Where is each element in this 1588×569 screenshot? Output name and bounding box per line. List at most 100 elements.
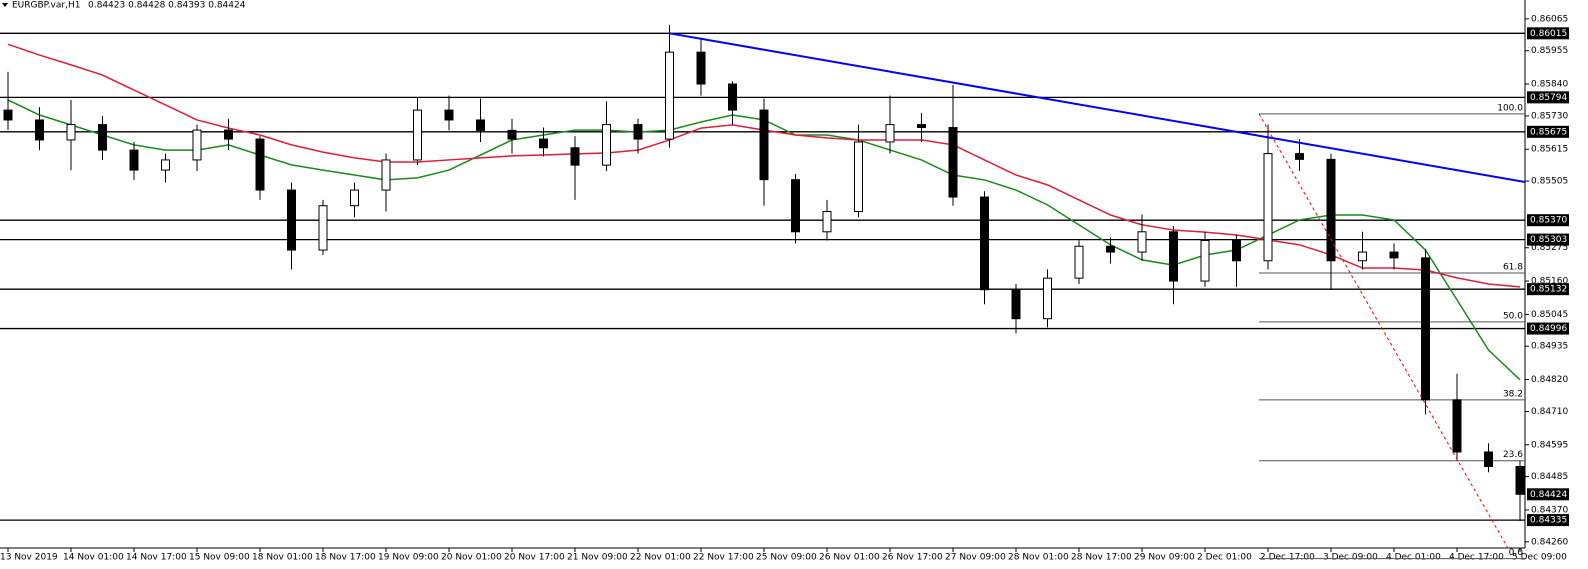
chart-title: EURGBP.var,H1 [12, 1, 80, 11]
level-label: 0.85132 [1530, 285, 1567, 295]
level-label: 0.84996 [1530, 324, 1567, 334]
candle-body [129, 149, 139, 171]
candle-body [1169, 231, 1178, 282]
candle-body [1106, 245, 1115, 253]
x-tick-label: 18 Nov 17:00 [315, 553, 376, 563]
x-tick-label: 2 Dec 01:00 [1197, 553, 1252, 563]
x-tick-label: 5 Dec 09:00 [1512, 553, 1567, 563]
candle-body [791, 179, 800, 233]
y-tick-label: 0.85840 [1531, 80, 1568, 90]
candle-body [1043, 277, 1052, 320]
current-price-box [1527, 488, 1569, 501]
candle-body [1484, 451, 1493, 467]
fib-label: 100.0 [1497, 103, 1523, 113]
candle-body [1074, 245, 1084, 279]
candle-body [1326, 158, 1336, 262]
y-tick-label: 0.84485 [1531, 472, 1568, 482]
candle-body [1263, 153, 1273, 262]
candle-body [633, 124, 643, 140]
candle-body [444, 109, 454, 121]
level-box [1527, 27, 1569, 40]
y-tick-label: 0.86065 [1531, 14, 1568, 24]
x-tick-label: 28 Nov 01:00 [1008, 553, 1069, 563]
level-label: 0.85794 [1530, 93, 1567, 103]
x-tick-label: 28 Nov 17:00 [1071, 553, 1132, 563]
candle-body [1358, 251, 1367, 262]
x-tick-label: 4 Dec 17:00 [1449, 553, 1504, 563]
candle-body [602, 124, 611, 166]
candle-body [1295, 153, 1304, 160]
candle-body [948, 126, 958, 198]
candle-body [1389, 251, 1399, 259]
x-tick-label: 25 Nov 09:00 [756, 553, 817, 563]
y-tick-label: 0.84710 [1531, 407, 1568, 417]
x-tick-label: 18 Nov 01:00 [252, 553, 313, 563]
candle-body [98, 124, 107, 151]
level-label: 0.84335 [1530, 516, 1567, 526]
x-tick-label: 26 Nov 01:00 [819, 553, 880, 563]
fib-trendline [1258, 113, 1511, 552]
x-tick-label: 20 Nov 01:00 [441, 553, 502, 563]
candle-body [1452, 399, 1462, 453]
menu-arrow[interactable] [2, 3, 8, 7]
candle-body [161, 159, 170, 171]
level-box [1527, 514, 1569, 527]
candle-body [822, 211, 832, 233]
y-tick-label: 0.84260 [1531, 537, 1568, 547]
candle-body [413, 109, 422, 161]
level-box [1527, 322, 1569, 335]
candle-body [1200, 239, 1210, 282]
candle-body [224, 129, 233, 140]
y-tick-label: 0.84935 [1531, 342, 1568, 352]
candle-body [476, 119, 485, 131]
candle-body [539, 138, 548, 149]
y-tick-label: 0.84820 [1531, 375, 1568, 385]
x-tick-label: 2 Dec 17:00 [1260, 553, 1315, 563]
y-tick-label: 0.85615 [1531, 145, 1568, 155]
candle-body [665, 51, 674, 140]
x-tick-label: 26 Nov 17:00 [882, 553, 943, 563]
y-tick-label: 0.85045 [1531, 310, 1568, 320]
y-tick-label: 0.85275 [1531, 243, 1568, 253]
candle-body [1515, 465, 1525, 495]
candle-body [507, 129, 517, 140]
candle-body [255, 138, 265, 191]
x-tick-label: 14 Nov 01:00 [63, 553, 124, 563]
x-tick-label: 15 Nov 09:00 [189, 553, 250, 563]
y-tick-label: 0.85160 [1531, 277, 1568, 287]
fib-label: 50.0 [1503, 311, 1523, 321]
quote: 0.84423 0.84428 0.84393 0.84424 [88, 1, 246, 11]
x-tick-label: 3 Dec 09:00 [1323, 553, 1378, 563]
x-tick-label: 20 Nov 17:00 [504, 553, 565, 563]
candle-body [3, 109, 13, 121]
x-tick-label: 4 Dec 01:00 [1386, 553, 1441, 563]
candle-body [1137, 231, 1147, 253]
candle-body [728, 83, 737, 111]
level-label: 0.85675 [1530, 127, 1567, 137]
x-tick-label: 27 Nov 09:00 [945, 553, 1006, 563]
candle-body [759, 109, 769, 181]
candle-body [66, 124, 76, 141]
candle-body [381, 159, 391, 191]
trendline [669, 32, 1526, 183]
level-box [1527, 214, 1569, 227]
y-tick-label: 0.85955 [1531, 46, 1568, 56]
x-tick-label: 22 Nov 01:00 [630, 553, 691, 563]
y-tick-label: 0.84595 [1531, 440, 1568, 450]
level-box [1527, 233, 1569, 246]
candle-body [980, 196, 989, 291]
candle-body [696, 51, 706, 85]
fib-label: 0.0 [1509, 548, 1524, 558]
candle-body [318, 205, 328, 251]
x-tick-label: 19 Nov 09:00 [378, 553, 439, 563]
fib-label: 38.2 [1503, 389, 1523, 399]
level-label: 0.85303 [1530, 235, 1567, 245]
x-tick-label: 13 Nov 2019 [0, 553, 58, 563]
x-tick-label: 29 Nov 09:00 [1134, 553, 1195, 563]
y-tick-label: 0.85505 [1531, 177, 1568, 187]
x-tick-label: 14 Nov 17:00 [126, 553, 187, 563]
fib-label: 23.6 [1503, 450, 1523, 460]
candle-body [885, 124, 895, 143]
level-box [1527, 125, 1569, 138]
x-tick-label: 21 Nov 09:00 [567, 553, 628, 563]
